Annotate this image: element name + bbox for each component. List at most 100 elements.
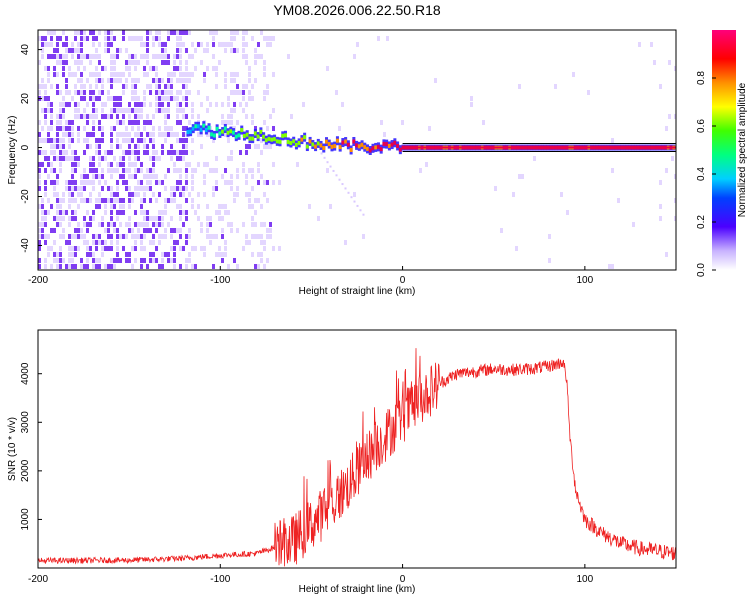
spectrogram-cell [41, 138, 44, 143]
spectrogram-cell [173, 150, 176, 155]
spectrogram-cell [185, 144, 188, 149]
spectrogram-cell [182, 156, 185, 161]
spectrogram-cell [167, 96, 170, 101]
spectrogram-cell [131, 96, 134, 101]
spectrogram-cell [290, 114, 293, 119]
spectrogram-cell [134, 156, 137, 161]
spectrogram-cell [182, 108, 185, 113]
spectrogram-cell [59, 198, 62, 203]
spectrogram-cell [95, 54, 98, 59]
spectrogram-cell [158, 216, 161, 221]
spectrogram-cell [128, 72, 131, 77]
spectrogram-cell [104, 30, 107, 35]
spectrogram-cell [77, 222, 80, 227]
spectrogram-cell [98, 72, 101, 77]
ridge-core [374, 145, 378, 150]
spectrogram-cell [95, 96, 98, 101]
spectrogram-cell [68, 102, 71, 107]
ridge-core [223, 126, 227, 131]
spectrogram-cell [65, 42, 68, 47]
spectrogram-cell [56, 174, 59, 179]
spectrogram-cell [38, 246, 41, 251]
ridge-core [294, 142, 298, 147]
spectrogram-cell [86, 240, 89, 245]
spectrogram-cell [53, 156, 56, 161]
ridge-core [226, 130, 230, 135]
spectrogram-cell [137, 222, 140, 227]
spectrogram-cell [191, 204, 194, 209]
spectrogram-cell [77, 186, 80, 191]
spectrogram-cell [71, 126, 74, 131]
ridge-core [379, 147, 383, 152]
spectrogram-cell [53, 180, 56, 185]
spectrogram-cell [86, 114, 89, 119]
spectrogram-cell [203, 192, 206, 197]
spectrogram-cell [140, 162, 143, 167]
spectrogram-cell [98, 240, 101, 245]
spectrogram-cell [77, 90, 80, 95]
spectrogram-cell [179, 174, 182, 179]
spectrogram-cell [179, 150, 182, 155]
spectrogram-cell [92, 90, 95, 95]
spectrogram-cell [158, 126, 161, 131]
ridge-core [368, 148, 372, 153]
spectrogram-cell [254, 126, 257, 131]
spectrogram-cell [122, 132, 125, 137]
spectrogram-cell [41, 54, 44, 59]
spectrogram-cell [548, 234, 551, 239]
spectrogram-cell [119, 120, 122, 125]
spectrogram-cell [176, 102, 179, 107]
spectrogram-cell [107, 162, 110, 167]
spectrogram-cell [182, 192, 185, 197]
spectrogram-cell [179, 234, 182, 239]
spectrogram-cell [152, 66, 155, 71]
ridge-core [253, 131, 257, 136]
spectrogram-cell [179, 48, 182, 53]
spectrogram-cell [80, 174, 83, 179]
ridge-core [327, 142, 331, 147]
spectrogram-cell [224, 78, 227, 83]
spectrogram-cell [167, 78, 170, 83]
spectrogram-cell [188, 78, 191, 83]
spectrogram-cell [149, 258, 152, 263]
spectrogram-cell [122, 198, 125, 203]
spectrogram-cell [65, 54, 68, 59]
spectrogram-cell [170, 186, 173, 191]
spectrogram-cell [230, 222, 233, 227]
spectrogram-cell [77, 126, 80, 131]
spectrogram-cell [221, 258, 224, 263]
ridge-core [218, 131, 222, 136]
ridge-core [215, 126, 219, 131]
spectrogram-cell [128, 66, 131, 71]
spectrogram-cell [89, 198, 92, 203]
spectrogram-cell [134, 174, 137, 179]
spectrogram-cell [164, 54, 167, 59]
spectrogram-cell [257, 180, 260, 185]
spectrogram-cell [176, 54, 179, 59]
spectrogram-cell [179, 210, 182, 215]
spectrogram-cell [122, 174, 125, 179]
ridge-core [281, 133, 285, 138]
spectrogram-cell [215, 84, 218, 89]
spectrogram-cell [113, 222, 116, 227]
spectrogram-cell [95, 240, 98, 245]
spectrogram-cell [104, 156, 107, 161]
diagonal-streak-dot [323, 156, 326, 159]
spectrogram-cell [149, 102, 152, 107]
spectrogram-cell [89, 192, 92, 197]
spectrogram-cell [68, 120, 71, 125]
spectrogram-cell [56, 144, 59, 149]
spectrogram-cell [98, 222, 101, 227]
spectrogram-cell [50, 246, 53, 251]
spectrogram-cell [176, 204, 179, 209]
spectrogram-cell [185, 234, 188, 239]
spectrogram-cell [152, 168, 155, 173]
spectrogram-cell [68, 48, 71, 53]
spectrogram-cell [260, 174, 263, 179]
spectrogram-cell [53, 228, 56, 233]
spectrogram-cell [101, 78, 104, 83]
spectrogram-cell [125, 60, 128, 65]
spectrogram-cell [155, 54, 158, 59]
spectrogram-cell [230, 156, 233, 161]
spectrogram-cell [260, 54, 263, 59]
